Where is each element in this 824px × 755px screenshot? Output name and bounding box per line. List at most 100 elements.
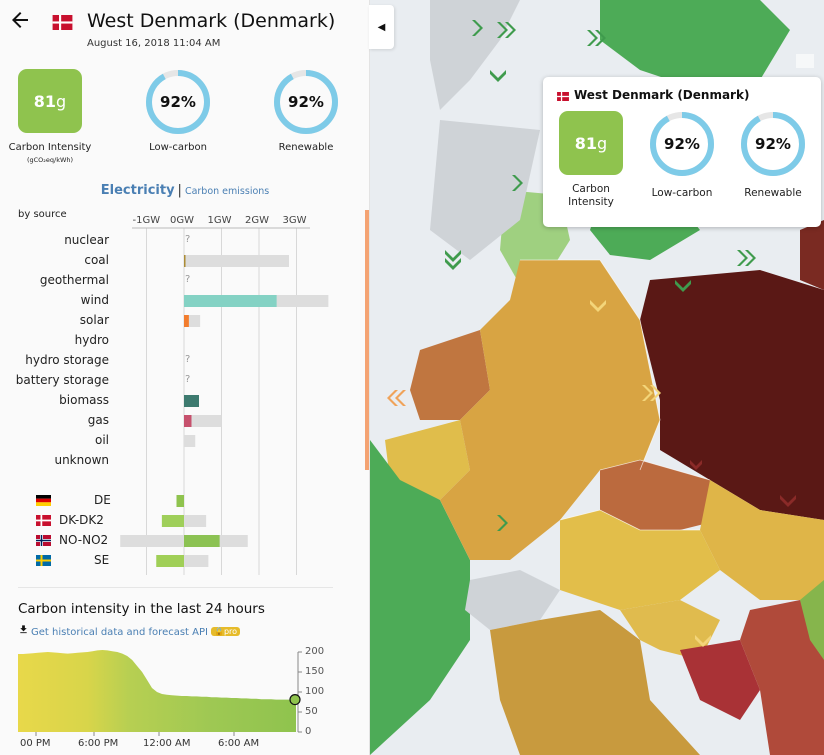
zone-title: West Denmark (Denmark) (87, 10, 336, 32)
collapse-panel-button[interactable]: ◀ (369, 5, 394, 49)
lock-icon: 🔒 (213, 627, 224, 636)
source-label: gas (87, 413, 109, 427)
unknown-value-mark: ? (185, 274, 191, 285)
axis-tick-label: -1GW (132, 215, 161, 226)
source-label: wind (80, 293, 109, 307)
x-tick-label: 00 PM (20, 738, 51, 749)
region-poland[interactable] (640, 270, 824, 520)
region-romania[interactable] (800, 580, 824, 660)
renewable-value: 92% (288, 93, 324, 111)
exchange-capacity-bar[interactable] (184, 515, 207, 527)
region-bosnia[interactable] (680, 640, 760, 720)
low-carbon-gauge: 92% (145, 69, 211, 135)
region-netherlands[interactable] (410, 330, 490, 420)
tooltip-renewable-value: 92% (755, 135, 791, 153)
dk-flag-icon (36, 515, 51, 526)
collapse-left-icon: ◀ (377, 21, 386, 33)
unknown-value-mark: ? (185, 234, 191, 245)
production-bar[interactable] (184, 315, 189, 327)
tooltip-renewable-ring (741, 112, 805, 176)
region-switzerland[interactable] (465, 570, 560, 630)
tab-electricity[interactable]: Electricity (100, 183, 175, 198)
exchange-bar[interactable] (184, 535, 220, 547)
tooltip-ci-value: 81 (574, 133, 598, 153)
capacity-bar[interactable] (184, 415, 222, 427)
region-serbia[interactable] (740, 600, 824, 755)
axis-tick-label: 2GW (245, 215, 269, 226)
tooltip-low-carbon-value: 92% (664, 135, 700, 153)
x-tick-label: 6:00 PM (78, 738, 119, 749)
region-france[interactable] (370, 440, 470, 755)
capacity-bar[interactable] (184, 435, 196, 447)
tooltip-renewable-label: Renewable (744, 187, 802, 199)
region-no-data-west[interactable] (430, 120, 540, 260)
exchange-label: DE (94, 493, 111, 507)
region-italy[interactable] (490, 610, 700, 755)
region-no-data-north[interactable] (430, 0, 520, 110)
region-belgium[interactable] (385, 420, 470, 500)
production-chart (120, 227, 329, 575)
region-sweden[interactable] (600, 0, 790, 90)
zone-details-panel: West Denmark (Denmark) August 16, 2018 1… (0, 0, 370, 755)
exchange-capacity-bar[interactable] (184, 555, 209, 567)
tooltip-title: West Denmark (Denmark) (574, 88, 750, 102)
production-bar[interactable] (184, 255, 186, 267)
zone-label-marker (796, 54, 814, 68)
tooltip-low-carbon-gauge: 92% (649, 111, 715, 177)
exchange-arrows-orange (387, 390, 406, 406)
tooltip-ci-unit: g (597, 133, 608, 153)
pro-badge: 🔒pro (210, 627, 241, 636)
axis-tick-label: 1GW (207, 215, 232, 226)
region-czech[interactable] (600, 460, 720, 530)
production-bar[interactable] (184, 395, 199, 407)
source-label: biomass (59, 393, 109, 407)
y-tick-label: 150 (305, 666, 325, 677)
history-api-link[interactable]: Get historical data and forecast API 🔒pro (18, 624, 241, 638)
exchange-arrows-dark (690, 460, 796, 507)
low-carbon-ring (146, 70, 210, 134)
tooltip-denmark-flag-icon (557, 92, 569, 101)
axis-tick-label: 3GW (282, 215, 307, 226)
y-tick-label: 200 (305, 646, 325, 657)
denmark-flag-icon (52, 15, 73, 30)
y-tick-label: 100 (305, 686, 325, 697)
region-slovenia[interactable] (620, 600, 720, 660)
x-tick-label: 12:00 AM (143, 738, 191, 749)
exchange-bar[interactable] (161, 515, 184, 527)
low-carbon-label: Low-carbon (149, 142, 207, 153)
history-chart[interactable] (0, 640, 370, 740)
x-tick-label: 6:00 AM (218, 738, 260, 749)
region-lithuania[interactable] (800, 220, 824, 290)
tooltip-low-carbon-ring (650, 112, 714, 176)
source-label: hydro storage (25, 353, 109, 367)
production-bar[interactable] (184, 295, 277, 307)
panel-scrollbar[interactable] (365, 210, 369, 470)
history-link-text[interactable]: Get historical data and forecast API (31, 627, 208, 638)
exchange-label: SE (94, 553, 110, 567)
tooltip-renewable-ring-fill (741, 112, 805, 176)
tab-separator: | (177, 183, 182, 198)
exchange-bar[interactable] (176, 495, 185, 507)
exchange-bar[interactable] (156, 555, 184, 567)
tab-carbon-emissions[interactable]: Carbon emissions (184, 186, 270, 197)
source-label: unknown (54, 453, 109, 467)
production-bar[interactable] (184, 415, 192, 427)
source-label: oil (94, 433, 109, 447)
region-germany[interactable] (440, 260, 660, 560)
source-label: solar (79, 313, 109, 327)
capacity-bar[interactable] (184, 255, 289, 267)
zone-datetime: August 16, 2018 11:04 AM (87, 38, 221, 49)
tooltip-low-carbon-label: Low-carbon (651, 187, 713, 199)
history-area[interactable] (18, 650, 296, 732)
unknown-value-mark: ? (185, 374, 191, 385)
region-austria[interactable] (560, 510, 720, 610)
carbon-intensity-unit: g (56, 91, 67, 111)
se-flag-icon (36, 555, 51, 566)
source-label: hydro (74, 333, 109, 347)
exchange-label: NO-NO2 (59, 533, 109, 547)
renewable-label: Renewable (278, 142, 334, 153)
carbon-intensity-box: 81 g (18, 69, 82, 133)
back-arrow-icon[interactable] (8, 8, 32, 32)
current-value-marker[interactable] (289, 693, 301, 706)
region-slovakia-hungary[interactable] (700, 480, 824, 600)
